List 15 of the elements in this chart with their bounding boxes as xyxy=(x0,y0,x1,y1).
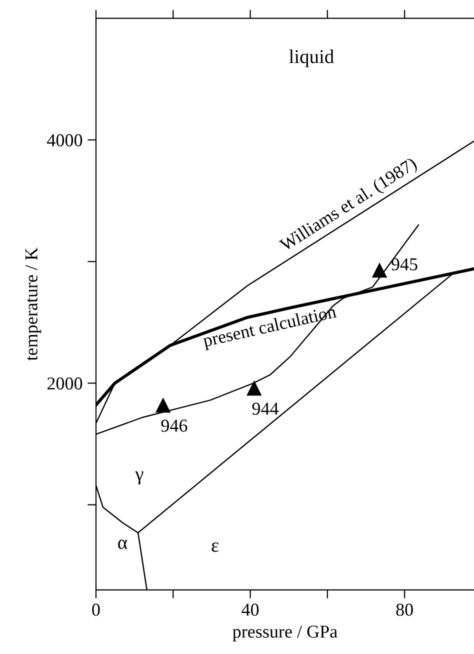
x-axis-title: pressure / GPa xyxy=(232,626,338,642)
annotation: 946 xyxy=(161,420,188,432)
y-tick-label: 2000 xyxy=(47,377,82,390)
annotation: liquid xyxy=(289,50,334,68)
text: present calculation xyxy=(202,304,338,351)
y-tick-label: 4000 xyxy=(47,134,82,146)
annotation: α xyxy=(118,540,128,550)
annotation: γ xyxy=(135,471,144,484)
annotation: ε xyxy=(212,542,219,552)
annotation: 944 xyxy=(252,402,279,415)
annotation: 945 xyxy=(392,258,418,270)
x-tick-label: 40 xyxy=(242,604,259,616)
y-axis-title: temperature / K xyxy=(25,248,42,361)
x-tick-label: 0 xyxy=(92,604,100,616)
x-tick-label: 80 xyxy=(396,604,413,616)
